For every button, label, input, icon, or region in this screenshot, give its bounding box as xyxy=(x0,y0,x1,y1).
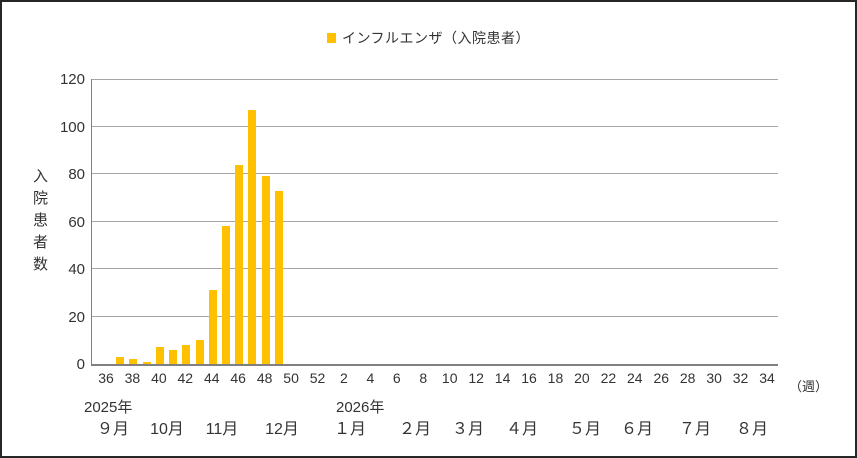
month-label-９月: ９月 xyxy=(96,421,130,438)
x-tick-label-week-22: 22 xyxy=(600,370,617,386)
gridline-y120 xyxy=(92,79,778,80)
x-tick-label-week-26: 26 xyxy=(653,370,670,386)
month-label-４月: ４月 xyxy=(505,421,539,438)
bar-week-47 xyxy=(248,109,257,364)
x-tick-label-week-34: 34 xyxy=(759,370,775,386)
y-tick-label-0: 0 xyxy=(76,356,85,373)
bar-week-40 xyxy=(155,347,164,364)
legend: インフルエンザ（入院患者） xyxy=(2,28,855,48)
x-tick-label-week-44: 44 xyxy=(203,370,220,386)
x-tick-label-week-42: 42 xyxy=(177,370,194,386)
month-label-１月: １月 xyxy=(333,421,367,438)
x-tick-label-week-8: 8 xyxy=(419,370,428,386)
year-label-2025年: 2025年 xyxy=(84,399,133,416)
bar-week-43 xyxy=(195,340,204,364)
month-label-２月: ２月 xyxy=(398,421,432,438)
x-axis-unit-label: （週） xyxy=(789,379,829,394)
x-tick-label-week-36: 36 xyxy=(98,370,114,386)
month-label-６月: ６月 xyxy=(620,421,654,438)
x-tick-label-week-14: 14 xyxy=(494,370,511,386)
bar-week-39 xyxy=(142,361,151,364)
gridline-y40 xyxy=(92,268,778,269)
bar-week-45 xyxy=(221,226,230,364)
gridline-y60 xyxy=(92,220,778,222)
month-label-５月: ５月 xyxy=(568,421,602,438)
bar-week-48 xyxy=(261,176,270,364)
x-tick-label-week-12: 12 xyxy=(468,370,484,386)
x-tick-label-week-52: 52 xyxy=(309,370,326,386)
x-tick-label-week-30: 30 xyxy=(706,370,722,386)
x-tick-label-week-24: 24 xyxy=(627,370,643,386)
x-tick-label-week-46: 46 xyxy=(230,370,246,386)
bar-week-38 xyxy=(129,359,138,364)
y-tick-label-20: 20 xyxy=(68,308,85,326)
legend-marker-square xyxy=(326,33,336,43)
y-tick-label-40: 40 xyxy=(68,261,85,278)
gridline-y100 xyxy=(92,125,778,127)
month-label-11月: 11月 xyxy=(205,421,239,438)
y-tick-label-120: 120 xyxy=(59,71,85,88)
y-axis-title: 入院患者数 xyxy=(31,168,48,278)
bar-week-37 xyxy=(116,356,125,364)
month-label-３月: ３月 xyxy=(451,421,485,438)
x-tick-label-week-28: 28 xyxy=(679,370,696,386)
y-tick-label-60: 60 xyxy=(68,213,85,231)
x-tick-label-week-6: 6 xyxy=(392,370,401,386)
x-tick-label-week-48: 48 xyxy=(256,370,273,386)
bar-week-41 xyxy=(169,349,178,364)
x-tick-label-week-4: 4 xyxy=(366,370,375,386)
x-tick-label-week-40: 40 xyxy=(151,370,167,386)
month-label-７月: ７月 xyxy=(678,421,712,438)
month-label-10月: 10月 xyxy=(150,421,184,438)
x-tick-label-week-20: 20 xyxy=(574,370,590,386)
bar-week-49 xyxy=(274,190,283,364)
x-tick-label-week-50: 50 xyxy=(283,370,299,386)
bar-week-42 xyxy=(182,345,191,364)
x-tick-label-week-32: 32 xyxy=(732,370,749,386)
y-tick-label-100: 100 xyxy=(59,118,85,136)
x-tick-label-week-18: 18 xyxy=(547,370,564,386)
year-label-2026年: 2026年 xyxy=(336,399,385,416)
bar-week-44 xyxy=(208,290,217,364)
plot-area xyxy=(91,79,778,366)
month-label-８月: ８月 xyxy=(735,421,769,438)
y-tick-label-80: 80 xyxy=(68,166,85,183)
bar-week-46 xyxy=(235,164,244,364)
x-tick-label-week-16: 16 xyxy=(521,370,537,386)
gridline-y80 xyxy=(92,173,778,174)
gridline-y20 xyxy=(92,315,778,317)
month-label-12月: 12月 xyxy=(265,421,299,438)
x-tick-label-week-10: 10 xyxy=(441,370,458,386)
legend-series-label: インフルエンザ（入院患者） xyxy=(341,30,531,46)
x-tick-label-week-2: 2 xyxy=(340,370,348,386)
x-tick-label-week-38: 38 xyxy=(124,370,141,386)
